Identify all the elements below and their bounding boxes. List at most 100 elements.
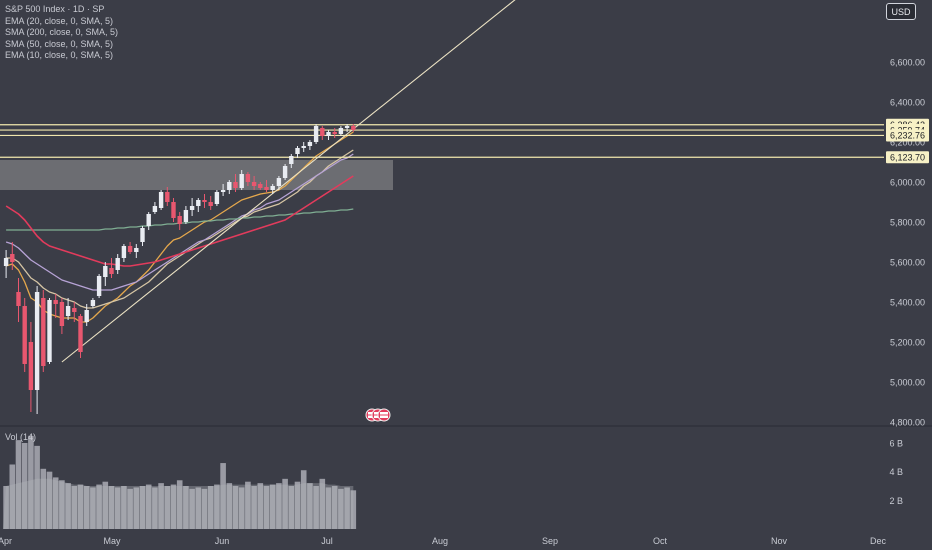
candle-body [90, 300, 96, 306]
candle [65, 298, 71, 320]
level-price-badge[interactable]: 6,123.70 [886, 151, 929, 164]
candle [301, 142, 306, 152]
volume-bar [102, 481, 109, 529]
candle-body [258, 184, 263, 188]
indicator-ema20[interactable]: EMA (20, close, 0, SMA, 5) [5, 15, 114, 26]
candle [289, 154, 294, 168]
time-axis-label: Sep [542, 536, 558, 546]
candle [332, 128, 337, 138]
candle-body [72, 308, 77, 312]
candle [16, 278, 21, 322]
ascending-trendline[interactable] [61, 0, 560, 363]
indicator-ema10[interactable]: EMA (10, close, 0, SMA, 5) [5, 50, 114, 60]
candle-body [140, 228, 145, 242]
candle-body [146, 214, 151, 226]
candle [53, 294, 58, 318]
candle [146, 212, 151, 230]
candle [202, 194, 207, 208]
candle-body [152, 206, 158, 212]
candle [72, 302, 77, 322]
time-axis-label: Aug [432, 536, 448, 546]
level-price-badge[interactable]: 6,232.76 [886, 129, 929, 142]
resistance-zone-box[interactable] [0, 160, 393, 190]
candle-body [264, 187, 269, 190]
candle [140, 226, 145, 246]
price-axis-label: 6,200.00 [890, 138, 925, 148]
time-axis-label: Oct [653, 536, 668, 546]
volume-bar [313, 486, 319, 529]
candle-body [332, 132, 337, 134]
candle [158, 190, 164, 210]
volume-bar [71, 486, 78, 529]
price-axis-label: 4,800.00 [890, 418, 925, 428]
candle [326, 130, 331, 140]
symbol-title[interactable]: S&P 500 Index · 1D · SP [5, 4, 105, 14]
candle-body [47, 300, 52, 362]
candle [307, 140, 313, 150]
candle-body [307, 142, 313, 146]
price-axis-label: 5,400.00 [890, 298, 925, 308]
candle-body [351, 126, 356, 130]
volume-bar [245, 481, 251, 529]
candle-body [245, 174, 251, 182]
candle [84, 304, 89, 326]
candle-body [22, 306, 27, 364]
volume-bar [65, 483, 71, 529]
earnings-flag-icon[interactable] [377, 408, 391, 422]
candle [59, 298, 65, 334]
volume-bar [195, 487, 202, 529]
volume-bar [344, 487, 350, 529]
volume-bar [21, 443, 28, 529]
candle-body [320, 128, 325, 136]
volume-bar [114, 487, 121, 529]
candle-body [134, 248, 139, 252]
volume-layer [3, 435, 357, 529]
candle [22, 298, 27, 372]
indicator-sma50[interactable]: SMA (50, close, 0, SMA, 5) [5, 38, 114, 49]
candle [220, 184, 226, 196]
candle-body [65, 306, 71, 316]
level-badge-bg [886, 129, 929, 142]
ma-line-ema20 [6, 149, 354, 309]
candle-body [344, 126, 350, 128]
volume-bar [90, 487, 96, 529]
trendline-layer[interactable] [61, 0, 560, 363]
candle-body [121, 246, 127, 258]
candle [196, 198, 201, 212]
candle [134, 244, 139, 258]
volume-bar [282, 478, 288, 529]
candle-body [338, 128, 344, 134]
volume-bar [276, 483, 282, 529]
candle-body [208, 202, 213, 206]
candle-body [115, 258, 120, 270]
candle-body [158, 192, 164, 208]
price-axis-label: 5,200.00 [890, 338, 925, 348]
event-markers[interactable] [365, 408, 391, 422]
candle-body [313, 126, 319, 142]
candle-body [171, 202, 176, 218]
candle [47, 298, 52, 364]
candle-body [214, 192, 220, 204]
candle [233, 174, 238, 192]
horizontal-levels-layer[interactable] [0, 124, 884, 158]
volume-bar [77, 484, 84, 529]
candle-body [282, 166, 288, 178]
volume-bar [350, 490, 357, 529]
candle-body [16, 292, 21, 306]
volume-title[interactable]: Vol (14) [5, 432, 37, 442]
price-axis-label: 5,800.00 [890, 218, 925, 228]
volume-average-area [3, 478, 354, 529]
level-badge-text: 6,232.76 [890, 131, 925, 141]
volume-bar [28, 435, 34, 529]
indicator-sma200[interactable]: SMA (200, close, 0, SMA, 5) [5, 27, 119, 37]
volume-bar [121, 486, 127, 529]
candle [96, 274, 102, 298]
currency-button[interactable]: USD [886, 3, 916, 20]
candle [251, 176, 257, 190]
level-badge-text: 6,123.70 [890, 153, 925, 163]
volume-bar [133, 487, 140, 529]
volume-bar [46, 471, 53, 529]
candle-body [301, 146, 306, 148]
